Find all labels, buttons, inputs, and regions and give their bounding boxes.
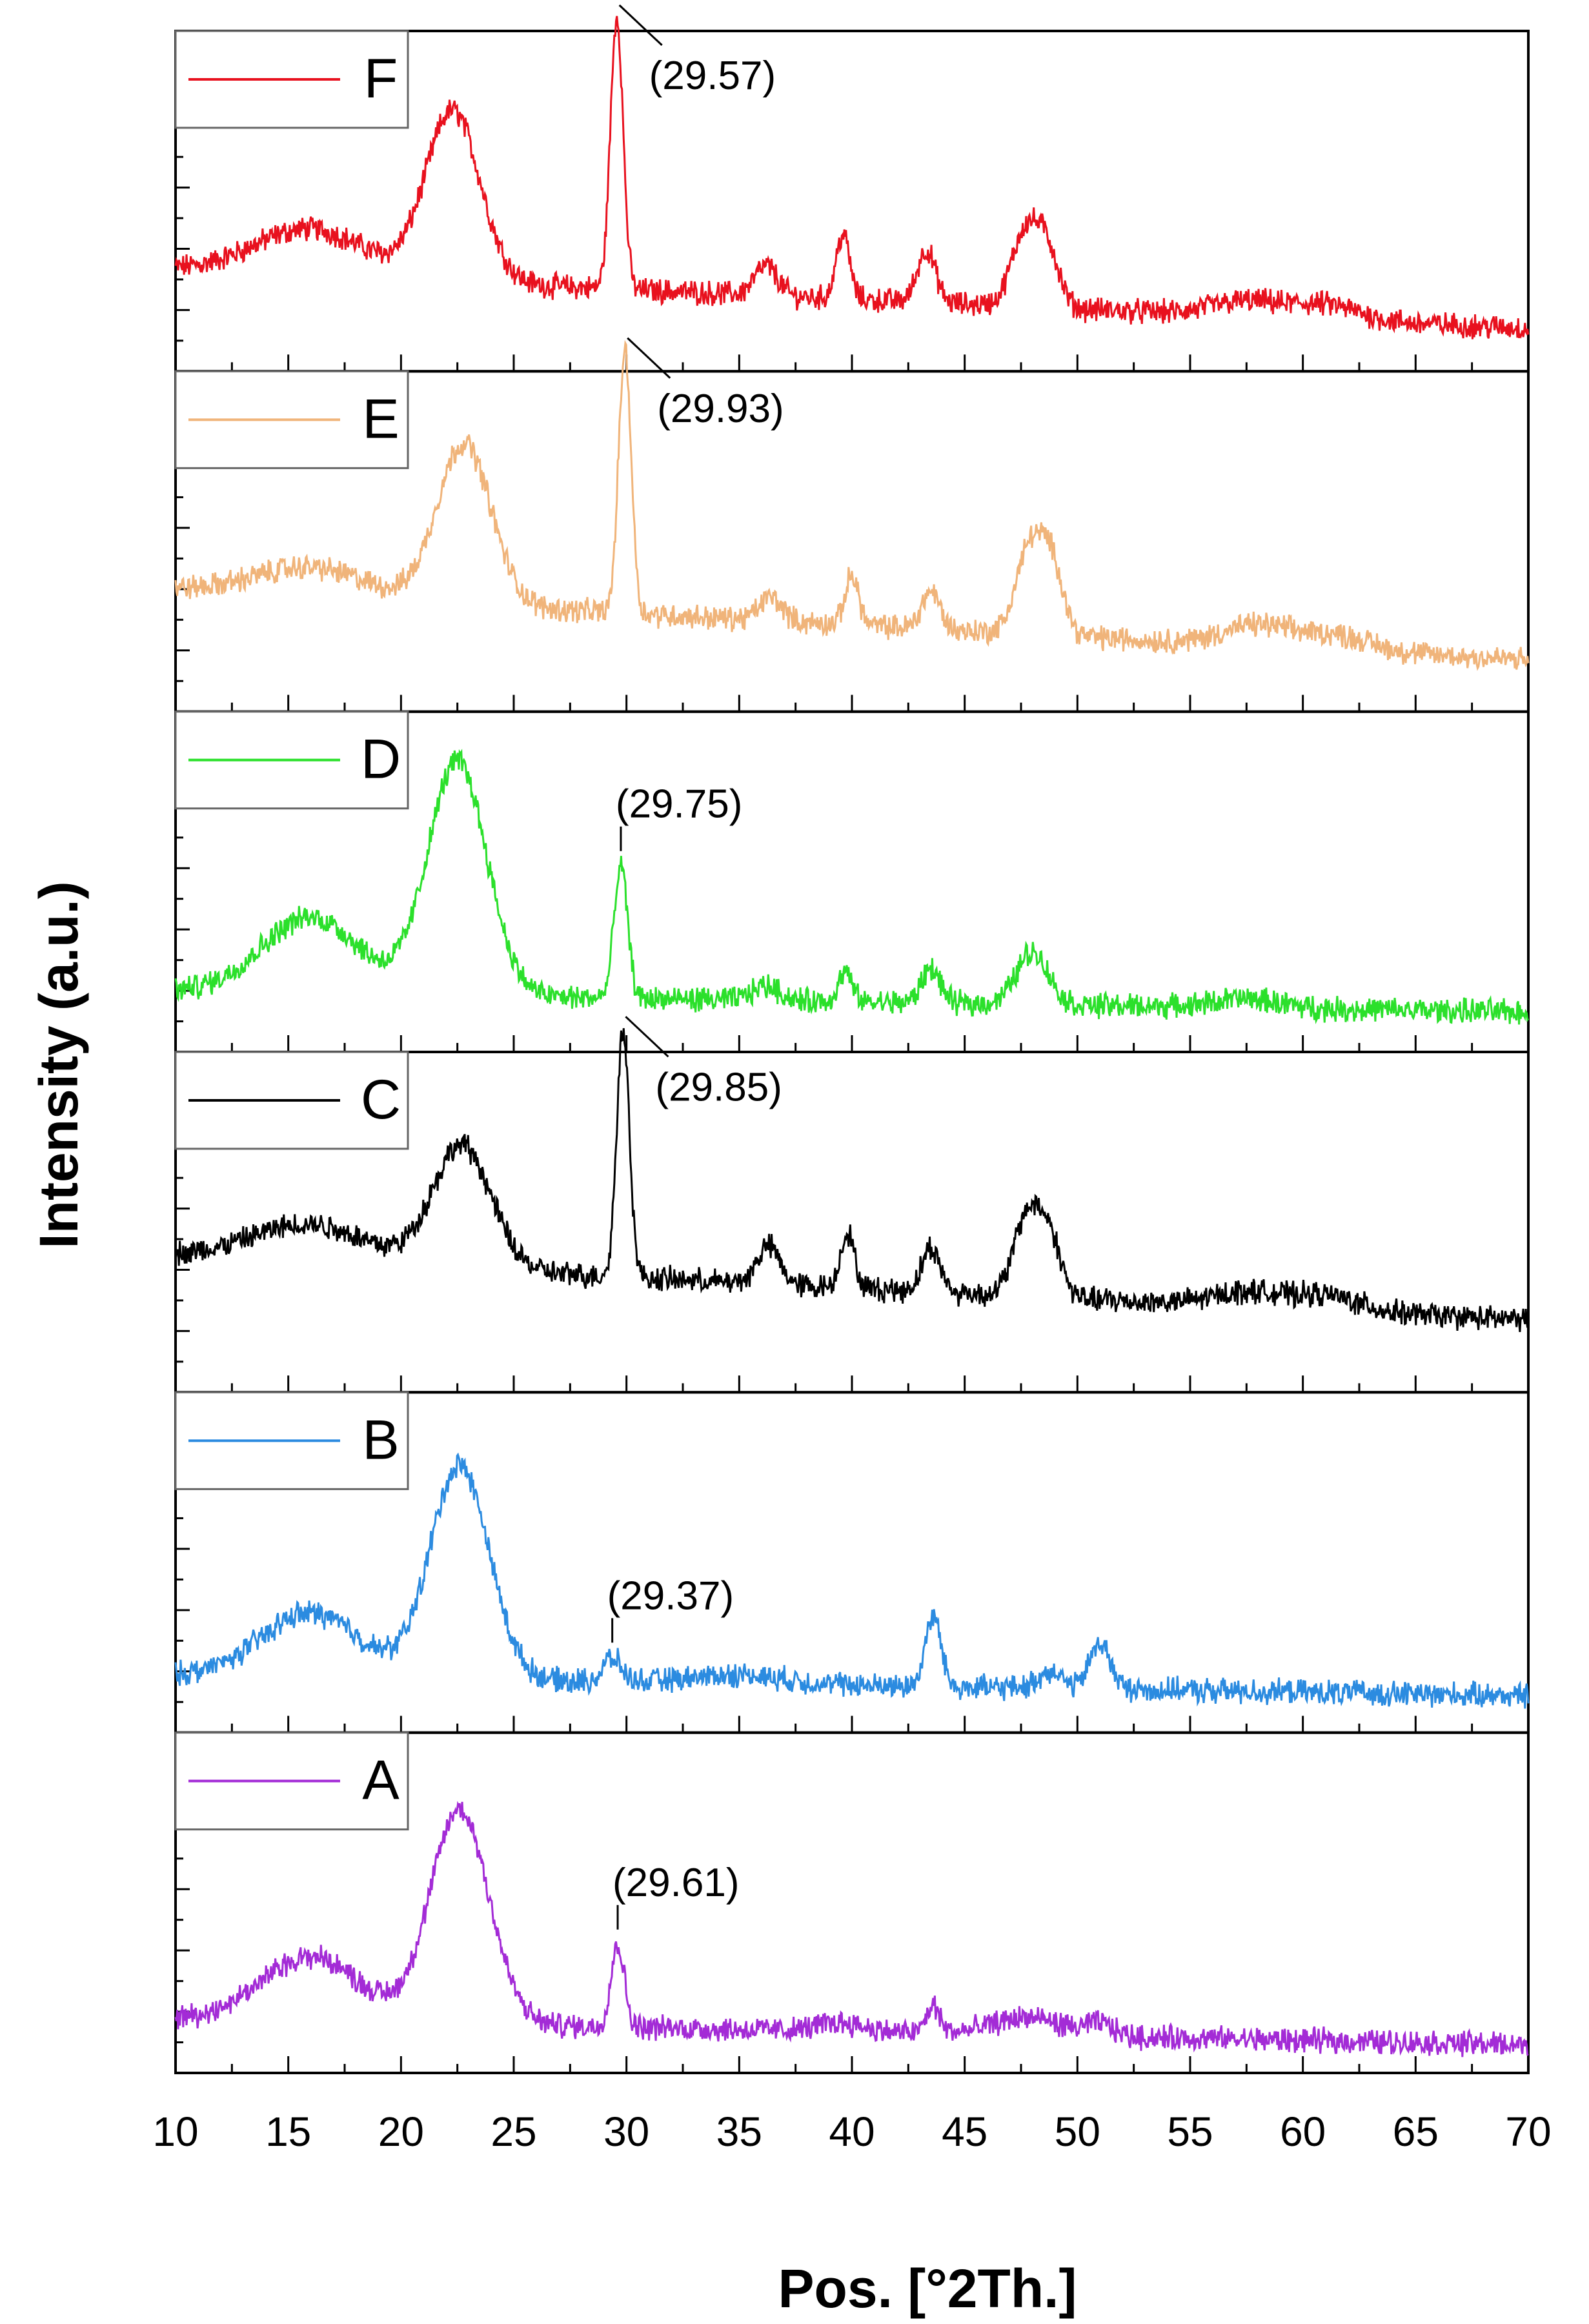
- x-tick-label: 40: [829, 2108, 875, 2155]
- legend-D: D: [174, 711, 409, 810]
- legend-label: D: [361, 729, 401, 791]
- series-line-D: [174, 749, 1530, 1025]
- annotation-C: (29.85): [625, 1016, 782, 1109]
- panel-F: F (29.57): [174, 4, 1530, 373]
- legend-A: A: [174, 1732, 409, 1831]
- annotation-label: (29.85): [655, 1065, 782, 1109]
- y-axis-title: Intensity (a.u.): [28, 881, 89, 1248]
- annotation-D: (29.75): [616, 782, 742, 851]
- x-axis: 10 15 20 25 30 35 40 45 50 55 60 65 70: [152, 2108, 1551, 2155]
- x-tick-label: 60: [1280, 2108, 1326, 2155]
- panel-B: B (29.37): [174, 1391, 1530, 1734]
- panel-E: E (29.93): [174, 337, 1530, 713]
- series-line-E: [174, 339, 1530, 671]
- panel-C: C (29.85): [174, 1016, 1530, 1394]
- annotation-leader: [625, 1016, 669, 1058]
- panel-D: D (29.75): [174, 710, 1530, 1053]
- x-tick-label: 25: [491, 2108, 536, 2155]
- annotation-label: (29.37): [607, 1573, 734, 1618]
- legend-label: F: [364, 48, 398, 110]
- annotation-F: (29.57): [618, 4, 776, 98]
- x-tick-label: 70: [1505, 2108, 1551, 2155]
- x-tick-label: 50: [1055, 2108, 1100, 2155]
- legend-C: C: [174, 1051, 409, 1150]
- panels-group: F (29.57) E (29.93) D (29.75) C (29.85) B (29.37)…: [174, 4, 1530, 2075]
- x-tick-label: 10: [152, 2108, 198, 2155]
- annotation-label: (29.61): [612, 1861, 739, 1905]
- annotation-leader: [627, 337, 671, 379]
- annotation-label: (29.57): [649, 54, 776, 98]
- x-axis-title: Pos. [°2Th.]: [778, 2258, 1077, 2319]
- x-tick-label: 55: [1167, 2108, 1213, 2155]
- x-tick-label: 20: [378, 2108, 424, 2155]
- legend-label: B: [362, 1409, 399, 1471]
- legend-F: F: [174, 30, 409, 129]
- legend-E: E: [174, 370, 409, 469]
- annotation-A: (29.61): [612, 1861, 739, 1930]
- annotation-leader: [618, 4, 663, 46]
- annotation-label: (29.75): [616, 782, 742, 827]
- annotation-label: (29.93): [657, 387, 784, 431]
- x-tick-label: 45: [942, 2108, 987, 2155]
- x-tick-label: 35: [716, 2108, 762, 2155]
- panel-A: A (29.61): [174, 1731, 1530, 2075]
- legend-B: B: [174, 1391, 409, 1490]
- x-tick-label: 65: [1393, 2108, 1439, 2155]
- legend-label: C: [361, 1069, 401, 1131]
- legend-label: A: [362, 1750, 400, 1812]
- x-tick-label: 30: [603, 2108, 649, 2155]
- series-line-F: [174, 15, 1530, 339]
- series-line-B: [174, 1452, 1530, 1709]
- annotation-B: (29.37): [607, 1573, 734, 1643]
- series-line-C: [174, 1028, 1530, 1333]
- series-line-A: [174, 1801, 1529, 2057]
- annotation-E: (29.93): [627, 337, 784, 431]
- legend-label: E: [362, 388, 399, 450]
- x-tick-label: 15: [265, 2108, 311, 2155]
